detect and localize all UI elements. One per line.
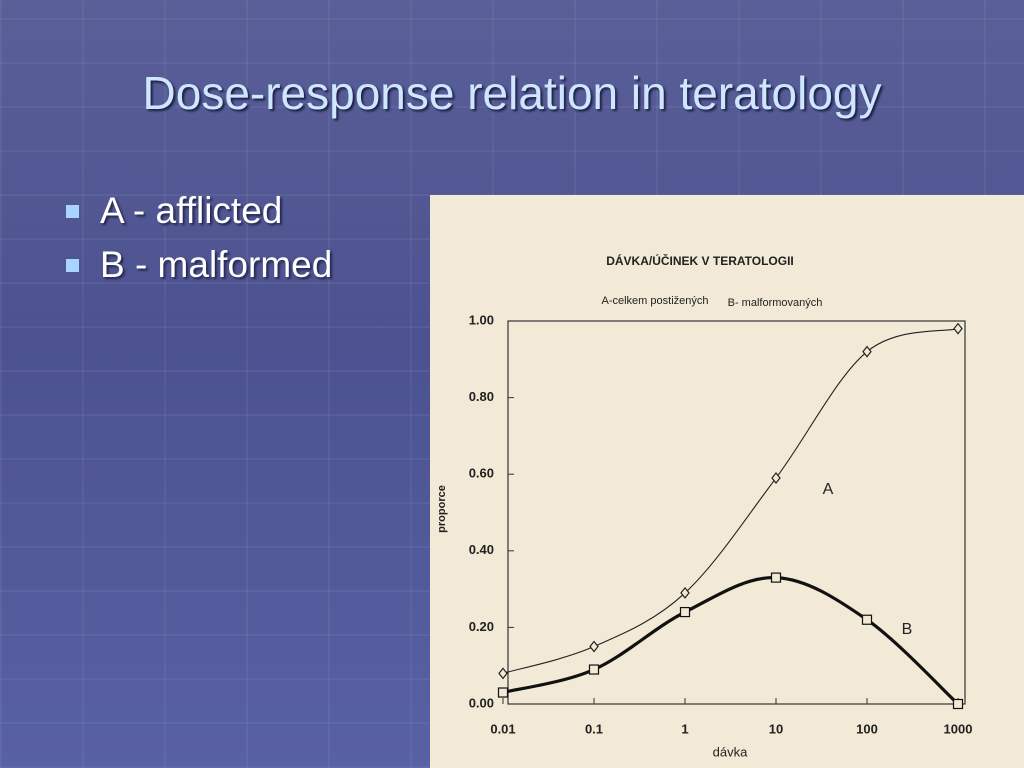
plot-frame — [507, 320, 966, 705]
marker — [862, 345, 872, 358]
chart-subtitle: B- malformovaných — [728, 297, 823, 309]
y-tick-label: 0.60 — [469, 466, 494, 481]
x-tick-label: 1000 — [944, 721, 973, 736]
x-tick-label: 0.01 — [490, 721, 515, 736]
bullet-list: A - afflicted B - malformed — [66, 190, 332, 298]
chart-subtitle: A-celkem postižených — [602, 295, 709, 307]
marker — [680, 586, 690, 599]
y-tick-label: 0.00 — [469, 695, 494, 710]
series-label: B — [902, 621, 913, 638]
chart: DÁVKA/ÚČINEK V TERATOLOGII A-celkem post… — [430, 195, 1024, 768]
chart-title: DÁVKA/ÚČINEK V TERATOLOGII — [606, 253, 794, 268]
marker — [589, 640, 599, 653]
marker — [770, 572, 782, 583]
marker — [771, 472, 781, 484]
x-tick-label: 1 — [681, 721, 688, 736]
marker — [861, 614, 873, 625]
marker — [497, 687, 509, 698]
series-label: A — [823, 481, 834, 498]
y-tick-label: 1.00 — [469, 312, 494, 327]
bullet: B - malformed — [66, 244, 332, 286]
marker — [952, 698, 964, 710]
marker — [588, 664, 600, 675]
y-tick-label: 0.40 — [469, 542, 494, 557]
y-axis-label: proporce — [436, 485, 448, 533]
bullet: A - afflicted — [66, 190, 332, 232]
x-tick-label: 100 — [856, 721, 878, 736]
y-tick-label: 0.80 — [469, 389, 494, 404]
marker — [679, 606, 691, 618]
x-tick-label: 10 — [769, 721, 783, 736]
y-tick-label: 0.20 — [469, 619, 494, 634]
x-tick-label: 0.1 — [585, 721, 603, 736]
slide-title: Dose-response relation in teratology — [142, 67, 882, 119]
x-axis-label: dávka — [713, 744, 748, 759]
marker — [498, 667, 508, 680]
marker — [953, 322, 963, 335]
